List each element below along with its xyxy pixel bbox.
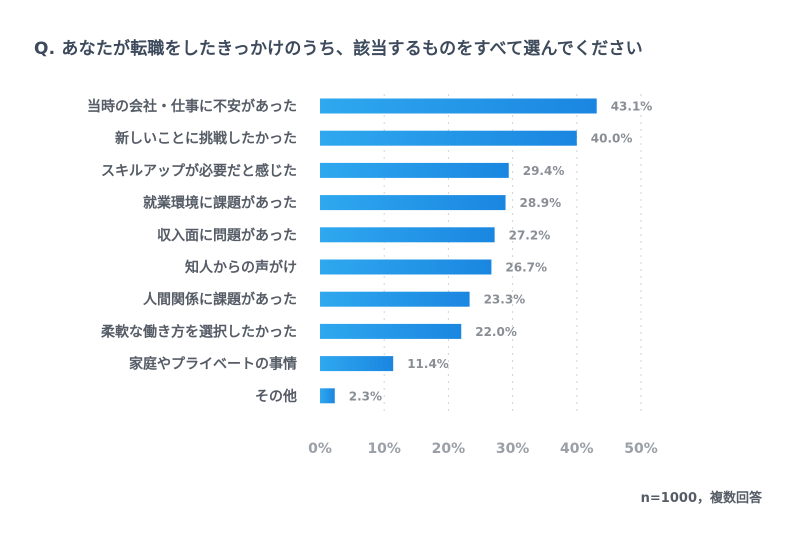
x-tick-label: 0% bbox=[308, 441, 332, 457]
value-label: 2.3% bbox=[349, 389, 382, 403]
sample-note: n=1000，複数回答 bbox=[640, 491, 762, 506]
x-tick-label: 50% bbox=[624, 441, 658, 457]
category-label: 就業環境に課題があった bbox=[143, 195, 297, 212]
bar bbox=[320, 130, 577, 146]
category-label: その他 bbox=[255, 388, 297, 405]
category-label: 新しいことに挑戦したかった bbox=[115, 130, 297, 147]
value-label: 26.7% bbox=[505, 261, 547, 275]
value-labels: 43.1% 40.0% 29.4% 28.9% 27.2% 26.7% 23.3% 22.0%… bbox=[349, 100, 653, 404]
value-label: 11.4% bbox=[407, 357, 449, 371]
category-label: 知人からの声がけ bbox=[185, 259, 297, 276]
value-label: 28.9% bbox=[520, 196, 562, 210]
x-axis-ticks: 0% 10% 20% 30% 40% 50% bbox=[308, 441, 658, 457]
category-label: 家庭やプライベートの事情 bbox=[129, 356, 297, 373]
category-label: 人間関係に課題があった bbox=[143, 291, 297, 308]
bar bbox=[320, 388, 335, 404]
x-tick-label: 10% bbox=[367, 441, 401, 457]
x-tick-label: 20% bbox=[432, 441, 466, 457]
category-label: 収入面に問題があった bbox=[157, 227, 297, 244]
value-label: 27.2% bbox=[509, 228, 551, 242]
value-label: 23.3% bbox=[484, 293, 526, 307]
bar bbox=[320, 227, 495, 243]
bar bbox=[320, 98, 597, 114]
bar bbox=[320, 356, 394, 372]
bar bbox=[320, 195, 506, 211]
x-tick-label: 30% bbox=[496, 441, 530, 457]
category-label: 当時の会社・仕事に不安があった bbox=[87, 98, 297, 115]
value-label: 29.4% bbox=[523, 164, 565, 178]
bar bbox=[320, 323, 462, 339]
category-label: スキルアップが必要だと感じた bbox=[101, 162, 297, 179]
grid-lines bbox=[383, 94, 642, 416]
bar bbox=[320, 291, 470, 307]
value-label: 43.1% bbox=[611, 100, 653, 114]
value-label: 22.0% bbox=[475, 325, 517, 339]
bars bbox=[320, 98, 597, 404]
category-labels: 当時の会社・仕事に不安があった新しいことに挑戦したかったスキルアップが必要だと感… bbox=[87, 98, 297, 405]
bar bbox=[320, 259, 492, 275]
category-label: 柔軟な働き方を選択したかった bbox=[100, 323, 297, 340]
chart-title: Q. あなたが転職をしたきっかけのうち、該当するものをすべて選んでください bbox=[34, 39, 643, 59]
value-label: 40.0% bbox=[591, 132, 633, 146]
x-tick-label: 40% bbox=[560, 441, 594, 457]
bar bbox=[320, 162, 509, 178]
